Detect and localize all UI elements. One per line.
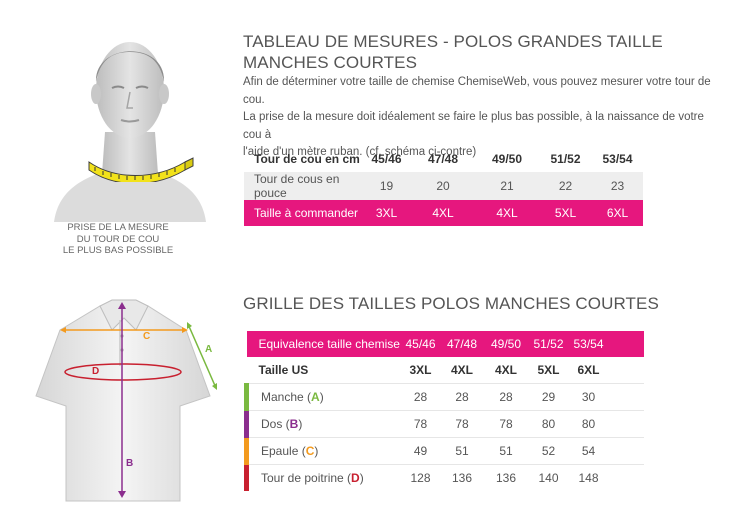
row-label: Epaule (C) [244, 437, 401, 465]
polo-shirt-illustration [35, 299, 217, 502]
cell: 49 [400, 437, 441, 465]
diagram-label-c: C [143, 331, 151, 342]
cell: 148 [578, 471, 599, 485]
cell: 28 [400, 383, 441, 411]
cell: 22 [539, 172, 592, 200]
cell: 29 [528, 383, 569, 411]
cell: 51 [483, 437, 529, 465]
neck-size-table: Tour de cou en cm 45/46 47/48 49/50 51/5… [244, 146, 643, 226]
table-row: Manche (A) 28 28 28 29 30 [244, 383, 644, 411]
cell: 80 [568, 410, 609, 438]
cell: 5XL [528, 357, 569, 384]
cell: 5XL [539, 200, 592, 226]
cell: 51/52 [550, 152, 581, 166]
table-row: Tour de poitrine (D) 128 136 136 140 148 [244, 464, 645, 491]
table-row: Equivalence taille chemise 45/46 47/48 4… [246, 331, 644, 357]
row-label: Tour de cou en cm [254, 152, 360, 166]
cell: 52 [528, 437, 569, 465]
cell: 47/48 [440, 331, 484, 357]
cell: 4XL [475, 200, 539, 226]
cell: 78 [483, 410, 529, 438]
cell: 78 [400, 410, 441, 438]
cell: 128 [410, 471, 431, 485]
cell: 53/54 [602, 152, 633, 166]
intro-text: Afin de déterminer votre taille de chemi… [243, 76, 711, 106]
cell: 20 [411, 172, 475, 200]
cell: 3XL [362, 200, 411, 226]
caption-line: LE PLUS BAS POSSIBLE [62, 245, 174, 256]
measuring-tape-icon [88, 157, 194, 182]
cell: 136 [495, 471, 517, 485]
table-row: Dos (B) 78 78 78 80 80 [244, 410, 644, 438]
cell: 49/50 [483, 331, 529, 357]
cell: 78 [440, 410, 484, 438]
cell: 28 [483, 383, 529, 411]
table-row: Taille US 3XL 4XL 4XL 5XL 6XL [246, 357, 644, 384]
cell: 30 [568, 383, 609, 411]
diagram-label-d: D [92, 366, 100, 377]
cell: 80 [528, 410, 569, 438]
measure-letter: D [351, 471, 360, 485]
measure-letter: B [289, 417, 299, 431]
cell: 45/46 [400, 331, 441, 357]
table-row: Taille à commander 3XL 4XL 4XL 5XL 6XL [244, 200, 643, 226]
row-label: Tour de cous en pouce [244, 172, 362, 200]
row-label: Dos (B) [244, 410, 401, 438]
label-text: Manche ( [261, 390, 312, 404]
label-text: Dos ( [261, 417, 290, 431]
cell: 4XL [440, 357, 484, 384]
row-label: Equivalence taille chemise [246, 331, 401, 357]
row-label: Tour de poitrine (D) [244, 464, 401, 491]
label-close: ) [319, 390, 324, 404]
table-row: Tour de cous en pouce 19 20 21 22 23 [244, 172, 643, 200]
cell: 3XL [400, 357, 441, 384]
label-close: ) [298, 417, 303, 431]
section-title: MANCHES COURTES [243, 53, 418, 72]
label-text: Epaule ( [261, 444, 306, 458]
label-text: Tour de poitrine ( [261, 471, 352, 485]
cell: 140 [538, 471, 559, 485]
section-title: GRILLE DES TAILLES POLOS MANCHES COURTES [243, 294, 659, 313]
measure-letter: A [311, 390, 320, 404]
table-row: Tour de cou en cm 45/46 47/48 49/50 51/5… [244, 146, 643, 172]
cell: 6XL [592, 200, 643, 226]
label-close: ) [314, 444, 319, 458]
label-close: ) [359, 471, 364, 485]
diagram-label-a: A [205, 344, 213, 355]
intro-text: La prise de la mesure doit idéalement se… [243, 111, 704, 141]
caption-line: DU TOUR DE COU [76, 233, 160, 245]
cell: 47/48 [427, 152, 459, 166]
cell: 54 [568, 437, 609, 465]
polo-size-table: Equivalence taille chemise 45/46 47/48 4… [244, 331, 644, 491]
section-title: TABLEAU DE MESURES - POLOS GRANDES TAILL… [243, 32, 663, 51]
row-label: Taille à commander [244, 200, 362, 226]
cell: 51 [440, 437, 484, 465]
caption-line: PRISE DE LA MESURE [67, 222, 169, 233]
cell: 4XL [411, 200, 475, 226]
cell: 53/54 [568, 331, 609, 357]
cell: 49/50 [491, 152, 523, 166]
diagram-label-b: B [126, 458, 134, 469]
table-row: Epaule (C) 49 51 51 52 54 [244, 437, 644, 465]
measure-letter: C [305, 444, 315, 458]
row-label: Manche (A) [244, 383, 401, 411]
man-neck-illustration [54, 42, 206, 222]
cell: 4XL [483, 357, 529, 384]
cell: 6XL [568, 357, 609, 384]
cell: 45/46 [371, 152, 402, 166]
cell: 21 [475, 172, 539, 200]
cell: 23 [592, 172, 643, 200]
intro-text: l'aide d'un mètre ruban. (cf. schéma ci-… [243, 146, 477, 158]
cell: 136 [451, 471, 473, 485]
cell: 28 [440, 383, 484, 411]
cell: 19 [362, 172, 411, 200]
row-label: Taille US [246, 357, 401, 384]
cell: 51/52 [528, 331, 569, 357]
